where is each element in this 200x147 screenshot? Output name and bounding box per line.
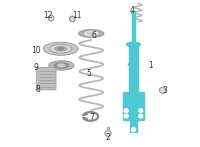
Ellipse shape [58, 48, 63, 50]
Circle shape [124, 109, 128, 112]
Ellipse shape [49, 44, 72, 53]
Text: 8: 8 [36, 85, 40, 94]
Text: 12: 12 [43, 11, 52, 20]
Circle shape [71, 18, 74, 20]
Ellipse shape [131, 128, 136, 132]
Bar [107, 127, 109, 133]
Bar [123, 101, 144, 105]
Text: 11: 11 [72, 11, 81, 20]
Circle shape [106, 131, 110, 135]
Text: 1: 1 [148, 61, 153, 70]
Text: 5: 5 [86, 69, 91, 78]
Bar [123, 116, 144, 120]
Text: 2: 2 [106, 133, 110, 142]
Ellipse shape [131, 11, 136, 14]
Text: 7: 7 [90, 113, 94, 122]
Circle shape [139, 109, 143, 112]
Circle shape [161, 88, 164, 92]
Circle shape [159, 87, 166, 93]
Circle shape [69, 16, 75, 22]
Circle shape [131, 127, 136, 132]
Bar [132, 12, 135, 41]
Bar [130, 119, 137, 132]
FancyBboxPatch shape [36, 67, 56, 90]
Ellipse shape [43, 42, 78, 55]
Ellipse shape [87, 32, 95, 35]
Text: 6: 6 [91, 31, 96, 40]
Bar [123, 92, 129, 117]
Text: 3: 3 [162, 86, 167, 95]
Text: 10: 10 [31, 46, 41, 55]
Ellipse shape [55, 46, 67, 51]
Ellipse shape [127, 42, 140, 47]
Circle shape [139, 114, 143, 118]
Ellipse shape [128, 63, 139, 66]
Bar [138, 92, 144, 117]
Ellipse shape [58, 64, 65, 67]
Bar [129, 63, 138, 98]
Ellipse shape [49, 61, 74, 70]
Ellipse shape [54, 63, 69, 68]
Circle shape [105, 130, 111, 136]
Text: 4: 4 [130, 6, 134, 15]
Ellipse shape [79, 29, 104, 37]
Bar [129, 97, 138, 120]
Circle shape [50, 17, 53, 20]
Text: 9: 9 [33, 63, 38, 72]
Bar [129, 43, 138, 65]
Circle shape [124, 114, 128, 118]
Ellipse shape [85, 31, 98, 35]
